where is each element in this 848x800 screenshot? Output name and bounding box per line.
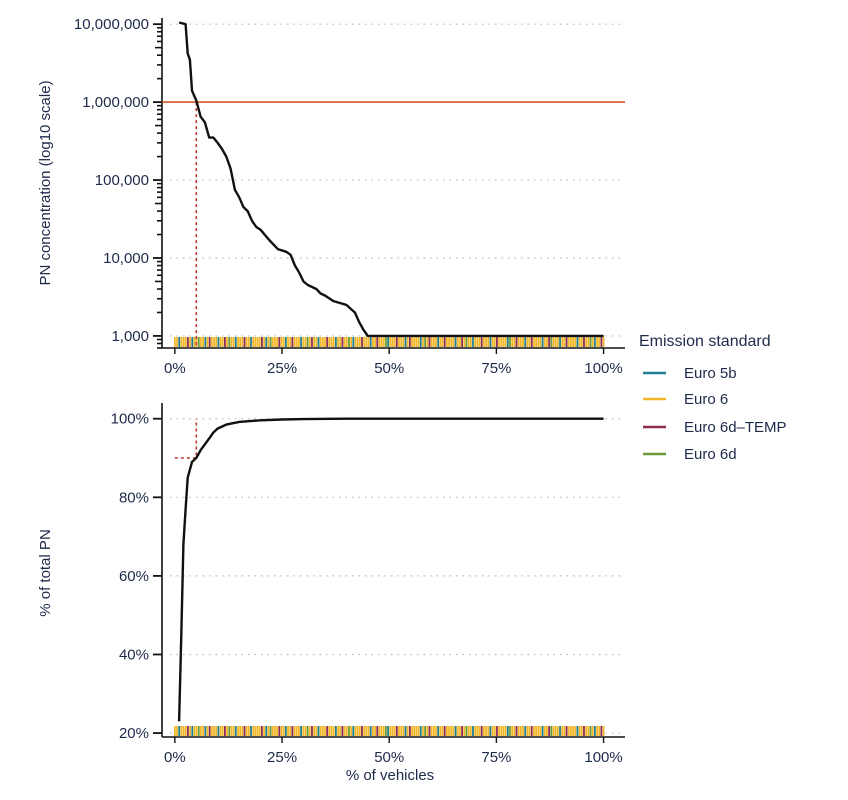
bottom-x-axis-title: % of vehicles [346, 767, 434, 784]
legend-item-euro-6: Euro 6 [643, 391, 728, 408]
bottom-y-axis-title: % of total PN [37, 529, 54, 617]
x-tick-label: 0% [164, 749, 186, 766]
x-tick-label: 75% [481, 749, 511, 766]
y-tick-label: 100,000 [95, 172, 149, 189]
bottom-panel: 20% 40% 60% 80% 100% 0% 25% 50% 75% 100% % of to… [37, 403, 625, 784]
x-tick-label: 100% [584, 360, 622, 377]
top-x-ticks: 0% 25% 50% 75% 100% [164, 348, 623, 377]
x-tick-label: 0% [164, 360, 186, 377]
x-tick-label: 50% [374, 749, 404, 766]
y-tick-label: 10,000 [103, 250, 149, 267]
legend-label: Euro 6 [684, 391, 728, 408]
bottom-rug [173, 726, 605, 736]
x-tick-label: 100% [584, 749, 622, 766]
legend: Emission standard Euro 5b Euro 6 Euro 6d… [639, 333, 787, 463]
legend-item-euro-6d: Euro 6d [643, 446, 737, 463]
y-tick-label: 40% [119, 646, 149, 663]
x-tick-label: 50% [374, 360, 404, 377]
bottom-gridlines [170, 418, 625, 734]
y-tick-label: 60% [119, 568, 149, 585]
cumulative-pn-line [177, 417, 604, 722]
bottom-dashed-marker [174, 418, 198, 459]
x-tick-label: 25% [267, 360, 297, 377]
y-tick-label: 1,000,000 [82, 94, 149, 111]
top-rug [173, 337, 605, 347]
y-tick-label: 1,000 [111, 328, 149, 345]
y-tick-label: 10,000,000 [74, 16, 149, 33]
y-tick-label: 20% [119, 725, 149, 742]
top-panel: 1,000 10,000 100,000 1,000,000 10,000,000 0%… [37, 16, 625, 377]
legend-label: Euro 6d–TEMP [684, 419, 787, 436]
legend-title: Emission standard [639, 333, 771, 350]
y-tick-label: 100% [111, 411, 149, 428]
x-tick-label: 25% [267, 749, 297, 766]
x-tick-label: 75% [481, 360, 511, 377]
bottom-x-ticks: 0% 25% 50% 75% 100% [164, 737, 623, 766]
legend-item-euro-5b: Euro 5b [643, 365, 737, 382]
pn-concentration-line [178, 21, 604, 338]
legend-item-euro-6d-temp: Euro 6d–TEMP [643, 419, 787, 436]
top-y-ticks: 1,000 10,000 100,000 1,000,000 10,000,000 [74, 16, 162, 349]
top-gridlines [170, 23, 625, 337]
legend-label: Euro 5b [684, 365, 737, 382]
bottom-y-ticks: 20% 40% 60% 80% 100% [111, 411, 162, 742]
legend-label: Euro 6d [684, 446, 737, 463]
y-tick-label: 80% [119, 489, 149, 506]
top-y-axis-title: PN concentration (log10 scale) [37, 80, 54, 285]
